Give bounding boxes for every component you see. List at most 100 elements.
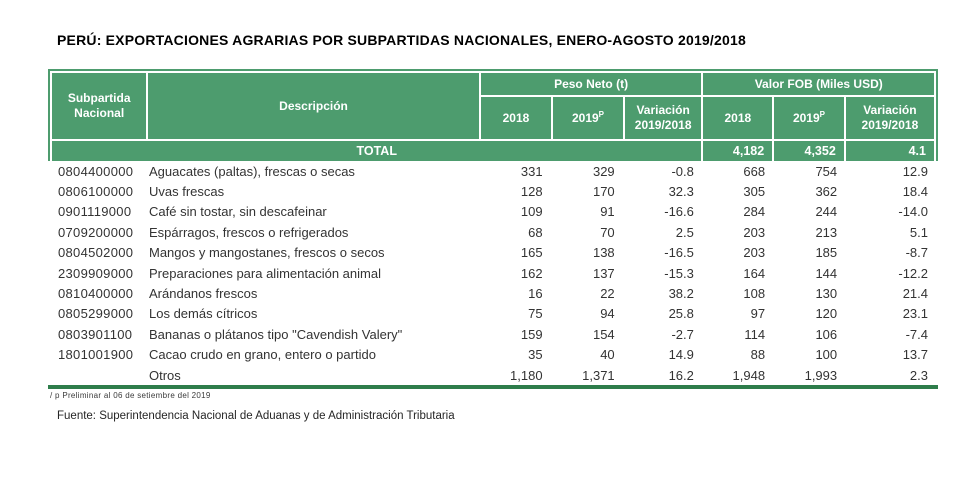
cell-fob-2018: 668 (743, 163, 766, 179)
cell-peso-2019: 137 (592, 265, 615, 281)
cell-peso-variacion: 32.3 (668, 184, 694, 200)
total-fob-2019: 4,352 (772, 139, 846, 161)
preliminary-superscript: P (819, 110, 825, 119)
cell-fob-2019: 213 (815, 224, 838, 240)
cell-fob-2019: 130 (815, 286, 838, 302)
cell-fob-2019: 100 (815, 347, 838, 363)
table-row: Otros 1,180 1,371 16.2 1,948 1,993 2.3 (48, 365, 938, 385)
cell-description: Otros (149, 367, 181, 383)
cell-fob-2019: 754 (815, 163, 838, 179)
col-header-fob-variacion: Variación 2019/2018 (843, 95, 937, 141)
cell-fob-2018: 88 (750, 347, 766, 363)
table-row: 0804400000 Aguacates (paltas), frescas o… (48, 161, 938, 181)
cell-peso-variacion: -16.5 (664, 245, 694, 261)
cell-peso-2019: 94 (600, 306, 615, 322)
exports-table: Subpartida Nacional Descripción Peso Neto… (48, 69, 938, 390)
cell-description: Preparaciones para alimentación animal (149, 265, 381, 281)
variacion-label-line1: Variación (636, 103, 690, 117)
cell-subpartida-code: 0804400000 (58, 163, 134, 179)
cell-fob-variacion: 18.4 (902, 184, 928, 200)
table-row: 0901119000 Café sin tostar, sin descafei… (48, 202, 938, 222)
cell-description: Arándanos frescos (149, 286, 258, 302)
cell-peso-variacion: -15.3 (664, 265, 694, 281)
cell-subpartida-code: 0709200000 (58, 224, 134, 240)
cell-subpartida-code (48, 365, 145, 385)
cell-peso-2019: 329 (592, 163, 615, 179)
cell-peso-2019: 138 (592, 245, 615, 261)
cell-peso-2019: 70 (600, 224, 615, 240)
cell-peso-2019: 170 (592, 184, 615, 200)
cell-peso-2019: 154 (592, 326, 615, 342)
cell-peso-2018: 35 (528, 347, 543, 363)
cell-description: Bananas o plátanos tipo "Cavendish Valer… (149, 326, 403, 342)
cell-subpartida-code: 0805299000 (58, 306, 134, 322)
cell-description: Mangos y mangostanes, frescos o secos (149, 245, 385, 261)
cell-fob-2018: 114 (744, 326, 766, 342)
cell-fob-2018: 203 (743, 224, 766, 240)
col-group-valor-fob: Valor FOB (Miles USD) (701, 71, 936, 97)
cell-subpartida-code: 0804502000 (58, 245, 134, 261)
cell-fob-variacion: -12.2 (898, 265, 928, 281)
col-group-peso-neto: Peso Neto (t) (478, 71, 704, 97)
cell-description: Los demás cítricos (149, 306, 258, 322)
cell-peso-2018: 162 (520, 265, 543, 281)
variacion-label-line2: 2019/2018 (634, 118, 692, 132)
cell-peso-variacion: 16.2 (668, 367, 694, 383)
cell-subpartida-code: 2309909000 (58, 265, 134, 281)
cell-peso-2019: 91 (600, 204, 615, 220)
table-row: 0806100000 Uvas frescas 128 170 32.3 305… (48, 181, 938, 201)
total-row: TOTAL 4,182 4,352 4.1 (49, 139, 937, 161)
cell-fob-2019: 120 (815, 306, 838, 322)
cell-subpartida-code: 1801001900 (58, 347, 134, 363)
cell-peso-2018: 165 (520, 245, 543, 261)
variacion-label-line1: Variación (863, 103, 917, 117)
cell-description: Cacao crudo en grano, entero o partido (149, 347, 376, 363)
cell-fob-variacion: 5.1 (909, 224, 928, 240)
cell-fob-variacion: 21.4 (902, 286, 928, 302)
year-label: 2019 (792, 111, 820, 125)
cell-fob-variacion: 13.7 (902, 347, 928, 363)
cell-peso-2019: 40 (600, 347, 615, 363)
cell-fob-2019: 185 (815, 245, 838, 261)
cell-fob-2018: 108 (743, 286, 766, 302)
col-header-peso-2018: 2018 (478, 95, 554, 141)
source-attribution: Fuente: Superintendencia Nacional de Adu… (57, 410, 455, 422)
table-row: 1801001900 Cacao crudo en grano, entero … (48, 345, 938, 365)
cell-fob-2019: 362 (815, 184, 838, 200)
col-header-subpartida-line2: Nacional (74, 106, 125, 120)
cell-subpartida-code: 0810400000 (58, 286, 134, 302)
table-row: 0804502000 Mangos y mangostanes, frescos… (48, 243, 938, 263)
cell-peso-2018: 75 (528, 306, 543, 322)
cell-peso-2018: 331 (520, 163, 543, 179)
col-header-fob-2018: 2018 (701, 95, 775, 141)
cell-fob-2019: 106 (815, 326, 838, 342)
cell-fob-variacion: 12.9 (902, 163, 928, 179)
cell-peso-2018: 68 (528, 224, 543, 240)
preliminary-superscript: P (598, 110, 605, 119)
cell-description: Café sin tostar, sin descafeinar (149, 204, 327, 220)
cell-fob-2019: 1,993 (804, 367, 838, 383)
page-title: PERÚ: EXPORTACIONES AGRARIAS POR SUBPART… (57, 32, 746, 48)
cell-peso-2018: 109 (520, 204, 543, 220)
cell-fob-2018: 203 (743, 245, 766, 261)
year-label: 2019 (571, 111, 599, 125)
cell-fob-variacion: -8.7 (905, 245, 928, 261)
cell-peso-variacion: 2.5 (675, 224, 694, 240)
table-header-block: Subpartida Nacional Descripción Peso Neto… (48, 69, 938, 161)
col-header-fob-2019: 2019P (772, 95, 846, 141)
total-fob-2018: 4,182 (701, 139, 775, 161)
cell-subpartida-code: 0803901100 (58, 326, 133, 342)
cell-fob-2018: 284 (743, 204, 766, 220)
cell-peso-2018: 16 (528, 286, 543, 302)
cell-peso-variacion: 38.2 (668, 286, 694, 302)
cell-peso-2019: 1,371 (582, 367, 615, 383)
col-header-descripcion: Descripción (146, 71, 481, 141)
cell-fob-2018: 97 (750, 306, 766, 322)
cell-peso-2018: 128 (520, 184, 543, 200)
cell-fob-2018: 164 (743, 265, 766, 281)
table-body: 0804400000 Aguacates (paltas), frescas o… (48, 161, 938, 385)
total-fob-variacion: 4.1 (843, 139, 937, 161)
cell-fob-2019: 244 (815, 204, 838, 220)
table-row: 0805299000 Los demás cítricos 75 94 25.8… (48, 304, 938, 324)
cell-peso-2018: 1,180 (510, 367, 543, 383)
